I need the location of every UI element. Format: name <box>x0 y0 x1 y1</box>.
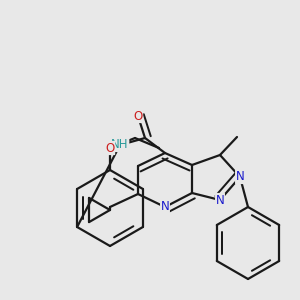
Text: N: N <box>216 194 224 206</box>
Text: O: O <box>105 142 115 154</box>
Text: N: N <box>160 200 169 214</box>
Text: NH: NH <box>111 139 129 152</box>
Text: O: O <box>134 110 142 122</box>
Text: N: N <box>236 170 244 184</box>
